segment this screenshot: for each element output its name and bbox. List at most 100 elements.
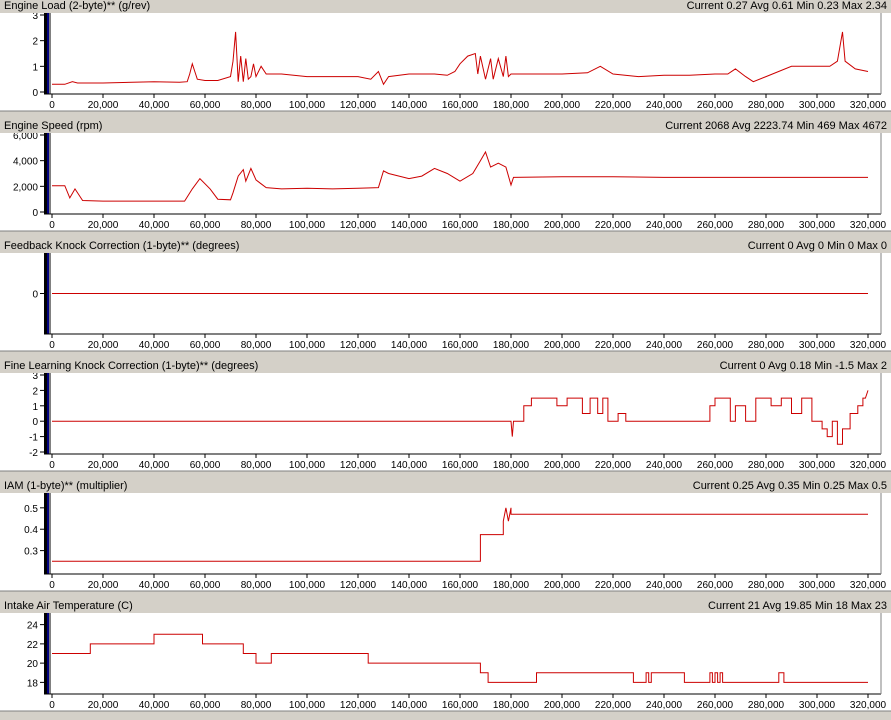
x-tick-label: 280,000	[748, 340, 785, 351]
x-tick-label: 320,000	[850, 220, 887, 231]
x-tick-label: 240,000	[646, 580, 683, 591]
panel-header: Engine Speed (rpm) Current 2068 Avg 2223…	[0, 120, 891, 133]
x-tick-label: 240,000	[646, 340, 683, 351]
x-tick-label: 20,000	[88, 700, 119, 711]
y-tick-label: 18	[27, 678, 39, 689]
series-line	[52, 507, 868, 562]
series-line	[52, 150, 868, 202]
x-tick-label: 0	[49, 340, 55, 351]
panel-stats: Current 2068 Avg 2223.74 Min 469 Max 467…	[665, 120, 887, 132]
y-tick-label: 3	[32, 13, 38, 22]
y-tick-label: 0	[32, 208, 38, 219]
x-tick-label: 180,000	[493, 460, 530, 471]
graph-panel-engine-load: Engine Load (2-byte)** (g/rev) Current 0…	[0, 0, 891, 120]
y-tick-label: 4,000	[13, 157, 38, 168]
x-tick-label: 200,000	[544, 340, 581, 351]
x-tick-label: 60,000	[190, 460, 221, 471]
x-tick-label: 300,000	[799, 100, 836, 111]
x-tick-label: 220,000	[595, 460, 632, 471]
panel-title: Engine Speed (rpm)	[4, 120, 103, 132]
axis-marker-bar	[44, 613, 47, 694]
x-tick-label: 300,000	[799, 340, 836, 351]
chart-svg: 0 1 2 3 0 20,000 40,000 60,000 80,000 100,000 120,…	[0, 13, 891, 120]
chart-svg: 0.3 0.4 0.5 0 20,000 40,000 60,000 80,000 100,00…	[0, 493, 891, 600]
y-tick-label: -1	[29, 433, 38, 444]
x-tick-label: 260,000	[697, 460, 734, 471]
axis-marker-bar	[47, 613, 49, 694]
x-tick-label: 40,000	[139, 100, 170, 111]
panel-title: Fine Learning Knock Correction (1-byte)*…	[4, 360, 259, 372]
x-tick-label: 0	[49, 700, 55, 711]
x-tick-label: 180,000	[493, 340, 530, 351]
chart-svg: -2 -1 0 1 2 3 0 20,000 40,000 60,000 80,000 100,000…	[0, 373, 891, 480]
axis-marker-bar	[47, 133, 49, 214]
x-tick-label: 140,000	[391, 700, 428, 711]
x-tick-label: 160,000	[442, 580, 479, 591]
x-tick-label: 180,000	[493, 700, 530, 711]
graph-panel-fine-learning-knock: Fine Learning Knock Correction (1-byte)*…	[0, 360, 891, 480]
plot-area[interactable]: 0.3 0.4 0.5 0 20,000 40,000 60,000 80,000 100,00…	[0, 493, 891, 600]
series-line	[52, 31, 869, 86]
x-tick-label: 40,000	[139, 700, 170, 711]
x-tick-label: 300,000	[799, 460, 836, 471]
panel-title: Intake Air Temperature (C)	[4, 600, 133, 612]
panel-stats: Current 0.25 Avg 0.35 Min 0.25 Max 0.5	[692, 480, 887, 492]
panel-header: Engine Load (2-byte)** (g/rev) Current 0…	[0, 0, 891, 13]
x-tick-label: 160,000	[442, 460, 479, 471]
chart-svg: 18 20 22 24 0 20,000 40,000 60,000 80,000 100,000…	[0, 613, 891, 720]
x-tick-label: 80,000	[241, 580, 272, 591]
x-tick-label: 0	[49, 100, 55, 111]
panel-header: IAM (1-byte)** (multiplier) Current 0.25…	[0, 480, 891, 493]
panel-stats: Current 0 Avg 0 Min 0 Max 0	[747, 240, 887, 252]
x-tick-label: 240,000	[646, 700, 683, 711]
x-tick-label: 100,000	[289, 700, 326, 711]
x-tick-label: 60,000	[190, 100, 221, 111]
y-tick-label: 24	[27, 621, 39, 632]
graph-panel-intake-air-temp: Intake Air Temperature (C) Current 21 Av…	[0, 600, 891, 720]
panel-header: Intake Air Temperature (C) Current 21 Av…	[0, 600, 891, 613]
x-tick-label: 20,000	[88, 580, 119, 591]
plot-area[interactable]: 0 2,000 4,000 6,000 0 20,000 40,000 60,000 80,00…	[0, 133, 891, 240]
x-tick-label: 100,000	[289, 220, 326, 231]
x-tick-label: 300,000	[799, 220, 836, 231]
x-tick-label: 280,000	[748, 100, 785, 111]
panel-separator	[0, 111, 891, 120]
x-tick-label: 240,000	[646, 100, 683, 111]
plot-area[interactable]: 18 20 22 24 0 20,000 40,000 60,000 80,000 100,000…	[0, 613, 891, 720]
plot-area[interactable]: 0 1 2 3 0 20,000 40,000 60,000 80,000 100,000 120,…	[0, 13, 891, 120]
x-tick-label: 320,000	[850, 700, 887, 711]
x-tick-label: 60,000	[190, 220, 221, 231]
x-tick-label: 220,000	[595, 100, 632, 111]
x-tick-label: 60,000	[190, 700, 221, 711]
y-tick-label: 0.3	[24, 547, 38, 558]
x-tick-label: 40,000	[139, 460, 170, 471]
series-line	[52, 390, 869, 445]
x-tick-label: 80,000	[241, 100, 272, 111]
x-tick-label: 200,000	[544, 220, 581, 231]
panel-title: IAM (1-byte)** (multiplier)	[4, 480, 128, 492]
x-tick-label: 140,000	[391, 340, 428, 351]
x-tick-label: 140,000	[391, 460, 428, 471]
x-tick-label: 120,000	[340, 340, 377, 351]
plot-area[interactable]: -2 -1 0 1 2 3 0 20,000 40,000 60,000 80,000 100,000…	[0, 373, 891, 480]
x-tick-label: 260,000	[697, 100, 734, 111]
x-tick-label: 220,000	[595, 700, 632, 711]
x-tick-label: 300,000	[799, 700, 836, 711]
panel-stats: Current 0 Avg 0.18 Min -1.5 Max 2	[719, 360, 887, 372]
y-tick-label: 2	[32, 37, 38, 48]
chart-svg: 0 2,000 4,000 6,000 0 20,000 40,000 60,000 80,00…	[0, 133, 891, 240]
x-tick-label: 200,000	[544, 100, 581, 111]
plot-background	[0, 133, 891, 240]
panel-separator	[0, 471, 891, 480]
x-tick-label: 0	[49, 580, 55, 591]
y-tick-label: 2	[32, 386, 38, 397]
y-tick-label: 0	[32, 417, 38, 428]
x-tick-label: 160,000	[442, 340, 479, 351]
x-tick-label: 40,000	[139, 580, 170, 591]
panel-separator	[0, 591, 891, 600]
panel-header: Fine Learning Knock Correction (1-byte)*…	[0, 360, 891, 373]
panel-stats: Current 21 Avg 19.85 Min 18 Max 23	[708, 600, 887, 612]
plot-area[interactable]: 0 0 20,000 40,000 60,000 80,000 100,000 120,000…	[0, 253, 891, 360]
x-tick-label: 80,000	[241, 340, 272, 351]
panel-header: Feedback Knock Correction (1-byte)** (de…	[0, 240, 891, 253]
